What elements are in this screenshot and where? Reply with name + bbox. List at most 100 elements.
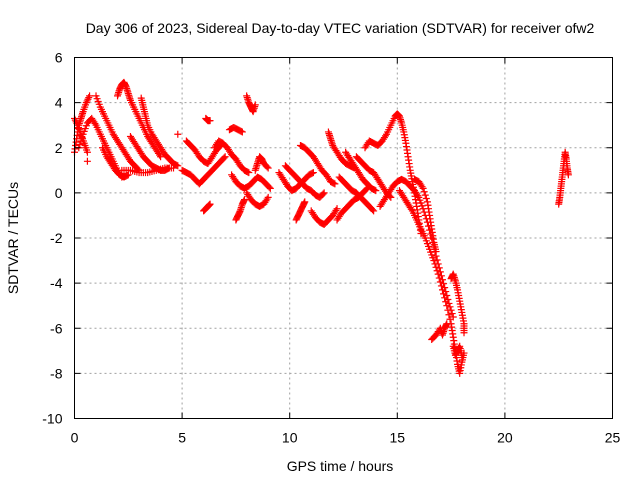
data-point-marker	[264, 193, 272, 201]
data-point-marker	[174, 162, 182, 170]
data-point-marker	[76, 140, 84, 148]
data-point-marker	[266, 184, 274, 192]
data-point-marker	[82, 99, 90, 107]
series-arc-z	[296, 141, 339, 188]
series-arc-dd	[333, 184, 371, 224]
y-tick-label: -8	[50, 365, 63, 381]
data-point-marker	[319, 190, 327, 198]
data-point-marker	[333, 205, 341, 213]
series-arc-y	[292, 198, 309, 224]
x-tick-label: 10	[282, 430, 298, 446]
data-point-marker	[241, 196, 249, 204]
data-point-marker	[435, 274, 443, 282]
data-point-marker	[91, 119, 99, 127]
y-tick-label: -4	[50, 275, 63, 291]
axis-ticks: 0 5 10 15 20 25 -10 -8 -6 -4 -2 0 2 4 6	[42, 50, 620, 446]
data-point-marker	[362, 185, 370, 193]
series-arc-k	[83, 157, 91, 165]
y-tick-label: 4	[55, 95, 63, 111]
data-point-marker	[564, 171, 572, 179]
data-point-marker	[458, 351, 466, 359]
data-point-marker	[331, 180, 339, 188]
data-point-marker	[418, 183, 426, 191]
data-point-marker	[407, 205, 415, 213]
data-point-marker	[431, 260, 439, 268]
data-point-marker	[446, 315, 454, 323]
data-point-marker	[434, 270, 442, 278]
data-point-marker	[86, 92, 94, 100]
data-point-marker	[421, 191, 429, 199]
data-point-marker	[220, 154, 228, 162]
x-axis-label: GPS time / hours	[287, 458, 394, 474]
series-arc-aa	[307, 205, 341, 228]
data-point-marker	[263, 195, 271, 203]
series-arc-o	[200, 200, 214, 215]
data-point-marker	[77, 137, 85, 145]
y-axis-label: SDTVAR / TECUs	[5, 182, 21, 294]
series-arc-v	[251, 153, 272, 174]
data-point-marker	[444, 306, 452, 314]
data-point-marker	[85, 94, 93, 102]
series-arc-ff	[352, 153, 395, 201]
data-point-marker	[206, 200, 214, 208]
series-arc-ee	[342, 148, 380, 195]
data-point-marker	[369, 206, 377, 214]
series-arc-s	[232, 196, 249, 224]
series-arc-r	[228, 171, 274, 192]
series-arc-gg	[361, 110, 425, 237]
data-point-marker	[71, 116, 79, 124]
y-tick-label: 0	[55, 185, 63, 201]
data-point-marker	[169, 164, 177, 172]
series-arc-m	[178, 153, 229, 188]
data-point-marker	[432, 248, 440, 256]
series-arc-j	[174, 130, 182, 138]
data-point-marker	[264, 164, 272, 172]
x-tick-label: 25	[605, 430, 621, 446]
data-point-marker	[372, 187, 380, 195]
data-point-marker	[438, 286, 446, 294]
series-arc-t	[243, 92, 259, 116]
data-point-marker	[221, 153, 229, 161]
data-point-marker	[436, 278, 444, 286]
data-point-marker	[265, 183, 273, 191]
data-point-marker	[83, 157, 91, 165]
x-tick-label: 0	[71, 430, 79, 446]
y-tick-label: 2	[55, 140, 63, 156]
series-arc-ll	[447, 270, 468, 337]
data-point-marker	[430, 257, 438, 265]
data-point-marker	[245, 169, 253, 177]
chart-title: Day 306 of 2023, Sidereal Day-to-day VTE…	[86, 20, 595, 36]
y-tick-label: -6	[50, 320, 63, 336]
data-point-marker	[83, 97, 91, 105]
series-arc-x	[281, 162, 328, 201]
series-arc-hh	[376, 175, 457, 321]
data-point-marker	[320, 189, 328, 197]
data-point-marker	[442, 298, 450, 306]
data-point-marker	[432, 263, 440, 271]
data-points	[71, 78, 572, 377]
series-arc-jj	[411, 175, 440, 256]
series-arc-q	[225, 123, 246, 136]
x-tick-label: 5	[178, 430, 186, 446]
series-arc-e	[98, 144, 132, 181]
series-arc-n	[202, 114, 214, 125]
data-point-marker	[78, 134, 86, 142]
data-point-marker	[422, 195, 430, 203]
series-arc-mm	[449, 342, 466, 359]
data-point-marker	[332, 206, 340, 214]
data-point-marker	[72, 118, 80, 126]
y-tick-label: -10	[42, 411, 62, 427]
data-point-marker	[437, 282, 445, 290]
data-point-marker	[301, 198, 309, 206]
data-point-marker	[414, 192, 422, 200]
series-arc-nn	[555, 148, 572, 208]
data-point-marker	[419, 184, 427, 192]
data-point-marker	[309, 169, 317, 177]
data-point-marker	[83, 148, 91, 156]
x-tick-label: 15	[390, 430, 406, 446]
series-arc-i	[118, 164, 177, 177]
data-point-marker	[441, 294, 449, 302]
data-point-marker	[460, 329, 468, 337]
data-point-marker	[251, 101, 259, 109]
